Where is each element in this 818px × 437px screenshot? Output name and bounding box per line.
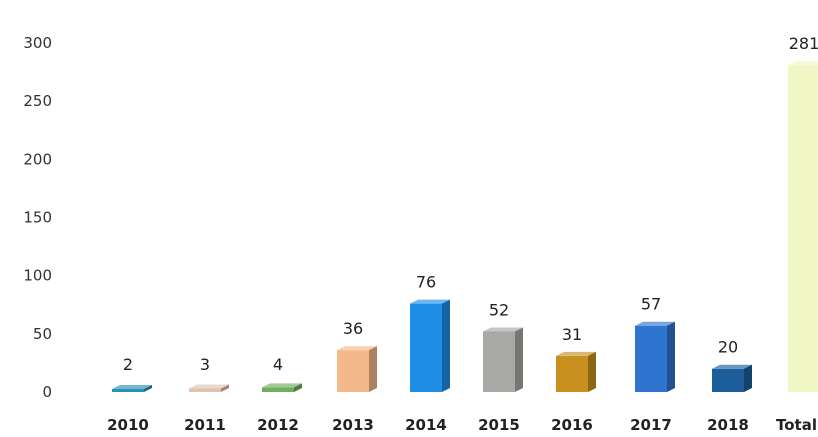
data-label: 57: [641, 295, 661, 314]
bar: [410, 299, 450, 392]
data-labels: 2 3 4 36 76 52 31 57 20 281: [123, 34, 818, 374]
bar-side: [442, 299, 450, 392]
bar-side: [369, 346, 377, 392]
bar-top: [483, 327, 523, 332]
bar-front: [112, 389, 144, 392]
x-tick-label: 2010: [107, 416, 149, 434]
bar-front: [189, 388, 221, 392]
bar-top: [337, 346, 377, 351]
bar: [262, 383, 302, 392]
bar: [337, 346, 377, 392]
bar-top: [262, 383, 302, 388]
bar: [189, 384, 229, 392]
data-label: 4: [273, 355, 283, 374]
bar-top: [788, 61, 818, 66]
data-label: 36: [343, 319, 363, 338]
x-tick-label: 2015: [478, 416, 520, 434]
y-tick-label: 200: [23, 150, 52, 168]
y-tick-label: 50: [33, 325, 52, 343]
data-label: 2: [123, 355, 133, 374]
y-axis-ticks: 0 50 100 150 200 250 300: [23, 34, 52, 401]
bar-side: [588, 351, 596, 392]
x-tick-label: 2012: [257, 416, 299, 434]
bar-front: [712, 368, 744, 392]
bars: [112, 61, 818, 392]
bar-top: [410, 299, 450, 304]
bar-front: [337, 350, 369, 392]
y-tick-label: 250: [23, 92, 52, 110]
bar: [112, 385, 152, 392]
data-label: 76: [416, 273, 436, 292]
x-tick-label: 2018: [707, 416, 749, 434]
bar-side: [221, 384, 229, 392]
y-tick-label: 0: [42, 383, 52, 401]
data-label: 31: [562, 325, 582, 344]
bar-top: [635, 321, 675, 326]
bar-front: [635, 325, 667, 392]
bar-front: [556, 355, 588, 392]
data-label: 52: [489, 301, 509, 320]
bar: [483, 327, 523, 392]
bar-side: [144, 385, 152, 392]
x-axis-ticks: 2010 2011 2012 2013 2014 2015 2016 2017 2018 Tota…: [107, 416, 817, 434]
bar-front: [410, 303, 442, 392]
bar-top: [112, 385, 152, 389]
bar-front: [483, 331, 515, 392]
x-tick-label: 2017: [630, 416, 672, 434]
bar-side: [744, 364, 752, 392]
bar-top: [556, 351, 596, 356]
x-tick-label: 2014: [405, 416, 447, 434]
data-label: 3: [200, 355, 210, 374]
bar: [788, 61, 818, 392]
x-tick-label: 2013: [332, 416, 374, 434]
bar-side: [294, 383, 302, 392]
x-tick-label: Total: [776, 416, 817, 434]
bar: [712, 364, 752, 392]
bar-top: [189, 384, 229, 389]
y-tick-label: 100: [23, 267, 52, 285]
y-tick-label: 300: [23, 34, 52, 52]
bar-front: [788, 65, 818, 392]
data-label: 20: [718, 338, 738, 357]
x-tick-label: 2011: [184, 416, 226, 434]
bar-side: [667, 321, 675, 392]
y-tick-label: 150: [23, 209, 52, 227]
bar-side: [515, 327, 523, 392]
bar-top: [712, 364, 752, 369]
x-tick-label: 2016: [551, 416, 593, 434]
data-label: 281: [789, 34, 818, 53]
bar: [635, 321, 675, 392]
bar-front: [262, 387, 294, 392]
bar: [556, 351, 596, 392]
